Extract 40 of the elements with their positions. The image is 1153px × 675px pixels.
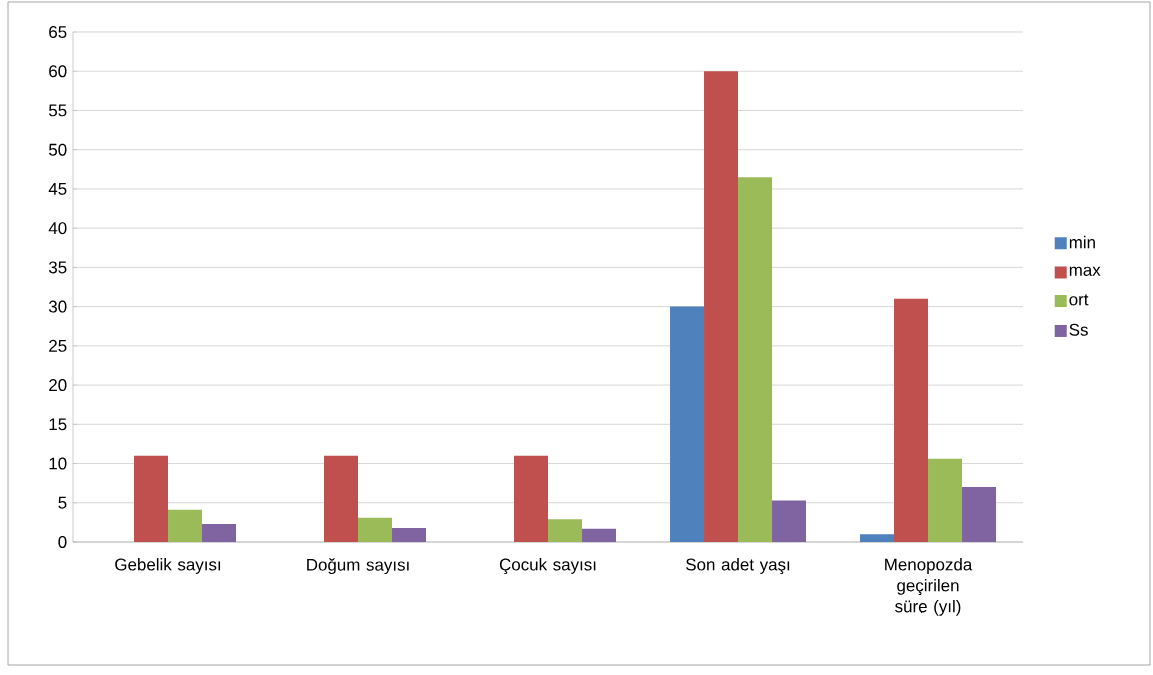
bar xyxy=(168,509,203,542)
bar xyxy=(962,487,997,542)
y-tick-label: 40 xyxy=(48,222,67,235)
x-tick-label: Son adet yaşı xyxy=(686,558,790,574)
bar xyxy=(202,523,237,542)
legend-label: Ss xyxy=(1069,323,1088,336)
legend-label: min xyxy=(1069,235,1095,249)
bar xyxy=(392,527,427,542)
y-tick-label: 50 xyxy=(48,143,67,156)
bar xyxy=(738,177,773,542)
y-tick-label: 20 xyxy=(49,379,67,392)
x-tick-label: Doğum sayısı xyxy=(307,558,409,575)
legend-label: max xyxy=(1069,266,1101,276)
bar xyxy=(324,455,359,542)
y-tick-label: 45 xyxy=(48,183,67,195)
y-tick-label: 5 xyxy=(58,496,67,509)
y-tick-label: 0 xyxy=(58,536,67,548)
bar xyxy=(704,71,739,542)
y-tick-label: 55 xyxy=(48,104,67,117)
y-tick-label: 25 xyxy=(49,339,67,352)
bar xyxy=(928,458,963,542)
y-tick-label: 10 xyxy=(49,457,67,470)
y-tick-label: 15 xyxy=(49,418,67,431)
bar xyxy=(582,528,617,542)
bar xyxy=(134,455,169,542)
bar xyxy=(670,306,705,542)
y-tick-label: 65 xyxy=(49,26,67,38)
bar xyxy=(358,517,393,542)
bar xyxy=(894,298,929,542)
bar xyxy=(514,455,549,542)
y-tick-label: 60 xyxy=(49,65,67,78)
x-tick-label: Menopozda geçirilen süre (yıl) xyxy=(885,558,973,616)
legend-label: ort xyxy=(1069,294,1089,306)
y-tick-label: 30 xyxy=(48,300,67,313)
bar xyxy=(860,534,895,542)
y-tick-label: 35 xyxy=(48,261,67,274)
bar xyxy=(548,519,583,542)
bar xyxy=(772,500,807,542)
x-tick-label: Gebelik sayısı xyxy=(115,558,221,574)
x-tick-label: Çocuk sayısı xyxy=(499,558,596,574)
